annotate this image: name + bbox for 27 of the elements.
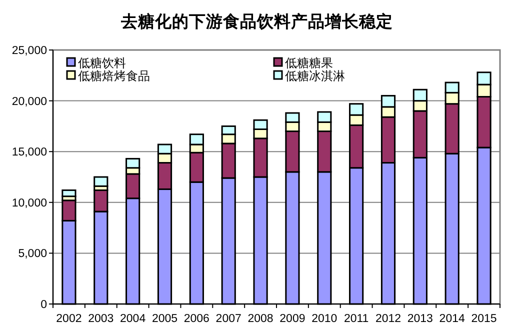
x-tick-label: 2014	[439, 313, 466, 325]
x-tick-label: 2010	[312, 313, 338, 325]
x-tick-label: 2008	[248, 313, 274, 325]
x-tick-label: 2013	[407, 313, 433, 325]
y-tick-label: 10,000	[12, 197, 47, 210]
bar	[94, 176, 108, 187]
x-tick-label: 2004	[120, 313, 146, 325]
legend-label: 低糖冰淇淋	[285, 69, 345, 83]
x-tick-label: 2009	[280, 313, 306, 325]
x-tick-label: 2012	[375, 313, 402, 325]
legend-label: 低糖糖果	[285, 56, 333, 70]
legend-label: 低糖饮料	[78, 56, 126, 70]
y-tick-label: 20,000	[12, 96, 47, 108]
x-tick-label: 2003	[88, 313, 114, 325]
x-tick-label: 2007	[216, 313, 242, 325]
legend-label: 低糖焙烤食品	[78, 69, 150, 83]
y-tick-label: 5,000	[18, 248, 47, 260]
y-tick-label: 25,000	[12, 45, 47, 57]
x-tick-label: 2015	[471, 313, 497, 325]
x-tick-label: 2006	[184, 313, 210, 325]
x-tick-label: 2011	[344, 313, 369, 325]
x-tick-label: 2005	[152, 313, 178, 325]
x-tick-label: 2002	[56, 313, 82, 325]
y-tick-label: 0	[40, 299, 47, 311]
bar	[62, 189, 76, 198]
chart-title: 去糖化的下游食品饮料产品增长稳定	[120, 12, 393, 31]
y-tick-label: 15,000	[12, 146, 47, 159]
